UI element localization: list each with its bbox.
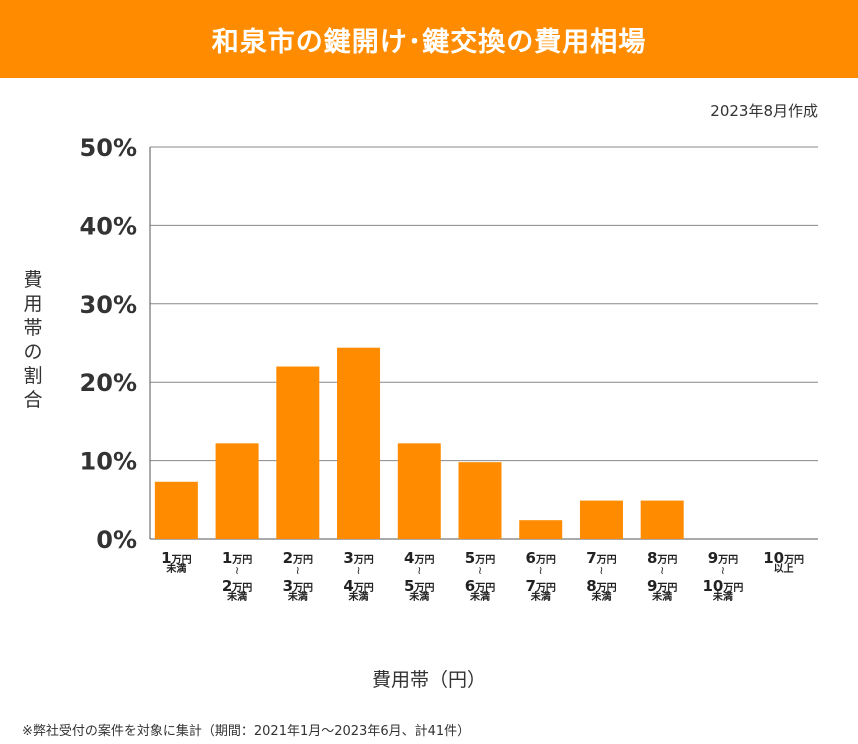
x-tick-label: 7万円 ≀ 8万円 未満 <box>571 550 631 606</box>
tick-amount: 4万円 <box>343 577 374 595</box>
tick-suffix: 未満 <box>348 592 369 603</box>
tick-amount: 9万円 <box>646 577 678 595</box>
tick-suffix: 未満 <box>530 592 551 603</box>
tick-amount: 5万円 <box>464 549 496 567</box>
x-tick-label: 5万円 ≀ 6万円 未満 <box>450 550 510 606</box>
tick-suffix: 未満 <box>166 564 187 575</box>
tick-amount: 6万円 <box>464 577 496 595</box>
y-tick-label: 50% <box>80 134 137 162</box>
tick-suffix: 未満 <box>470 592 490 603</box>
tick-amount: 8万円 <box>586 577 617 595</box>
tick-suffix: 未満 <box>652 592 673 603</box>
tick-amount: 1万円 <box>161 549 192 567</box>
y-tick-label: 0% <box>96 526 137 554</box>
x-tick-label: 4万円 ≀ 5万円 未満 <box>389 550 449 606</box>
tick-amount: 5万円 <box>404 577 435 595</box>
tick-amount: 4万円 <box>404 549 435 567</box>
tilde: ≀ <box>477 564 483 577</box>
tilde: ≀ <box>660 564 665 577</box>
bar <box>640 500 684 539</box>
tilde: ≀ <box>599 564 604 577</box>
chart-title: 和泉市の鍵開け･鍵交換の費用相場 <box>0 0 858 78</box>
footnote: ※弊社受付の案件を対象に集計（期間：2021年1月～2023年6月、計41件） <box>22 724 471 739</box>
bar <box>276 366 320 539</box>
tick-amount: 3万円 <box>343 549 374 567</box>
bar <box>337 347 381 539</box>
tick-amount: 10万円 <box>763 549 805 567</box>
y-tick-label: 10% <box>80 448 137 476</box>
tick-amount: 1万円 <box>221 549 253 567</box>
x-tick-label: 10万円 以上 <box>754 550 814 578</box>
tick-suffix: 以上 <box>773 564 794 575</box>
tick-suffix: 未満 <box>287 592 308 603</box>
tilde: ≀ <box>720 564 725 577</box>
y-tick-label: 20% <box>80 369 137 397</box>
tilde: ≀ <box>417 564 422 577</box>
x-tick-label: 1万円 未満 <box>146 550 206 578</box>
tilde: ≀ <box>295 564 300 577</box>
tick-amount: 6万円 <box>525 549 556 567</box>
y-tick-label: 40% <box>80 212 137 240</box>
x-tick-label: 8万円 ≀ 9万円 未満 <box>632 550 692 606</box>
tick-amount: 7万円 <box>586 549 617 567</box>
date-note: 2023年8月作成 <box>710 102 818 120</box>
tick-suffix: 未満 <box>409 592 430 603</box>
bar <box>215 443 259 539</box>
tick-amount: 7万円 <box>525 577 556 595</box>
tick-amount: 10万円 <box>702 577 744 595</box>
bar <box>579 500 623 539</box>
tick-suffix: 未満 <box>591 592 612 603</box>
x-tick-label: 6万円 ≀ 7万円 未満 <box>511 550 571 606</box>
x-tick-label: 1万円 ≀ 2万円 未満 <box>207 550 267 606</box>
x-tick-label: 2万円 ≀ 3万円 未満 <box>268 550 328 606</box>
tick-amount: 2万円 <box>282 549 314 567</box>
tick-suffix: 未満 <box>712 592 733 603</box>
bar <box>458 462 502 539</box>
bar <box>397 443 441 539</box>
tilde: ≀ <box>235 564 240 577</box>
tick-amount: 3万円 <box>282 577 314 595</box>
y-axis-label: 費用帯の割合 <box>23 269 43 411</box>
tilde: ≀ <box>538 564 543 577</box>
tick-amount: 8万円 <box>646 549 678 567</box>
x-tick-label: 3万円 ≀ 4万円 未満 <box>329 550 389 606</box>
bar <box>154 481 198 539</box>
x-axis-label: 費用帯（円） <box>371 669 486 691</box>
tick-amount: 2万円 <box>221 577 253 595</box>
x-tick-label: 9万円 ≀ 10万円 未満 <box>693 550 753 606</box>
tick-suffix: 未満 <box>227 592 248 603</box>
tick-amount: 9万円 <box>707 549 739 567</box>
bar <box>519 520 563 539</box>
tilde: ≀ <box>356 564 361 577</box>
y-tick-label: 30% <box>80 291 137 319</box>
